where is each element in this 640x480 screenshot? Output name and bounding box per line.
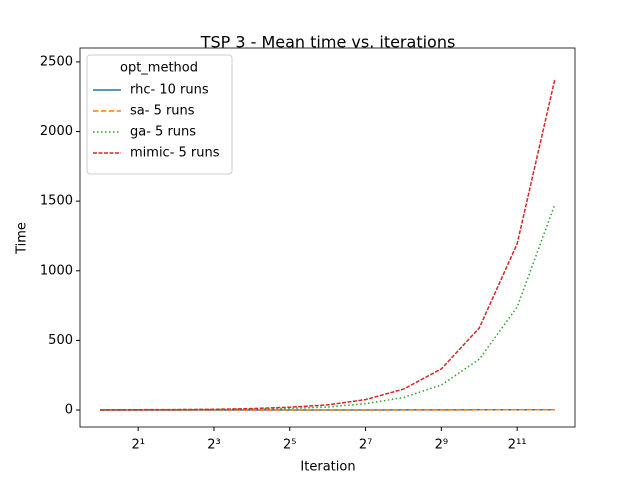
x-tick-label: 2¹ — [131, 438, 144, 453]
plot-frame — [79, 47, 576, 428]
y-tick-label: 2000 — [40, 124, 73, 139]
series-line — [100, 78, 556, 411]
x-tick-label: 2⁹ — [435, 438, 448, 453]
legend-title: opt_method — [120, 61, 198, 76]
legend-label: rhc- 10 runs — [130, 83, 209, 98]
x-tick-label: 2⁵ — [283, 438, 296, 453]
y-tick-label: 2500 — [40, 54, 73, 69]
x-tick-label: 2³ — [207, 438, 220, 453]
legend-label: ga- 5 runs — [130, 125, 196, 140]
x-tick-label: 2¹¹ — [508, 438, 527, 453]
chart-title: TSP 3 - Mean time vs. iterations — [200, 33, 456, 52]
x-axis-label: Iteration — [300, 460, 355, 475]
y-tick-label: 500 — [48, 333, 73, 348]
y-tick-label: 1500 — [40, 194, 73, 209]
legend-label: mimic- 5 runs — [130, 146, 220, 161]
series-line — [100, 203, 556, 411]
x-tick-label: 2⁷ — [359, 438, 372, 453]
legend-label: sa- 5 runs — [130, 104, 195, 119]
y-tick-label: 1000 — [40, 263, 73, 278]
y-axis-label: Time — [15, 222, 30, 255]
legend-box — [86, 54, 233, 175]
y-tick-label: 0 — [65, 403, 73, 418]
